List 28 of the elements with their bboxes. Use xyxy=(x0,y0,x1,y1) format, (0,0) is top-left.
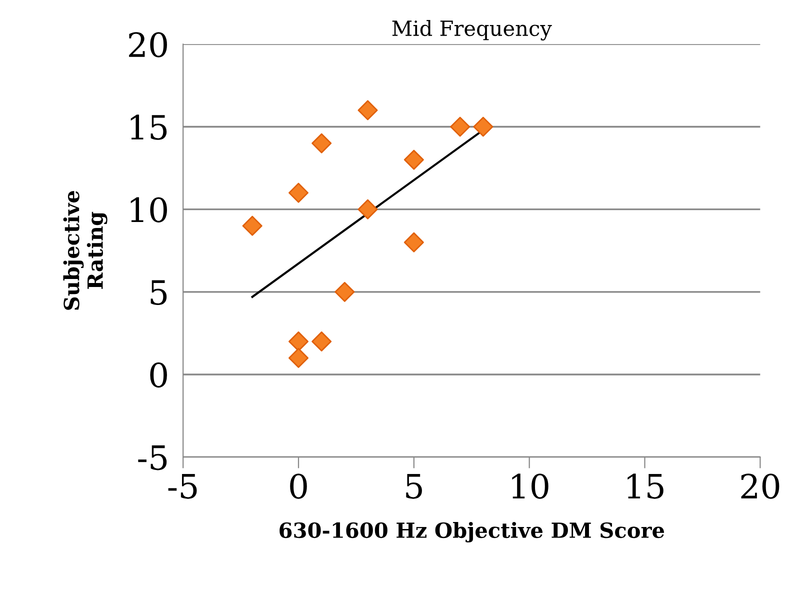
point xyxy=(404,232,424,252)
x-axis-title: 630-1600 Hz Objective DM Score xyxy=(280,522,664,542)
y-axis-title: Subjective Rating xyxy=(63,191,108,310)
x-tick-label: -5 xyxy=(168,474,197,499)
point xyxy=(312,331,332,352)
point xyxy=(404,150,424,170)
point xyxy=(358,100,378,120)
y-tick-label: 10 xyxy=(130,197,167,222)
x-tick-label: 0 xyxy=(290,474,307,499)
point xyxy=(450,116,470,137)
point xyxy=(242,216,262,236)
y-tick-label: 0 xyxy=(150,362,167,388)
point xyxy=(288,182,309,203)
x-tick-label: 5 xyxy=(406,474,422,499)
point xyxy=(334,282,355,302)
x-tick-label: 15 xyxy=(628,474,664,499)
chart-title: Mid Frequency xyxy=(392,20,552,40)
y-tick-label: 15 xyxy=(130,114,167,140)
x-tick-label: 10 xyxy=(512,474,548,499)
y-tick-label: -5 xyxy=(138,445,167,470)
y-tick-label: 5 xyxy=(150,280,167,306)
y-tick-label: 20 xyxy=(129,32,167,58)
point xyxy=(312,133,332,154)
x-tick-label: 20 xyxy=(741,474,780,499)
point xyxy=(358,199,378,220)
point xyxy=(288,331,309,352)
point xyxy=(288,348,309,368)
point xyxy=(473,116,494,137)
